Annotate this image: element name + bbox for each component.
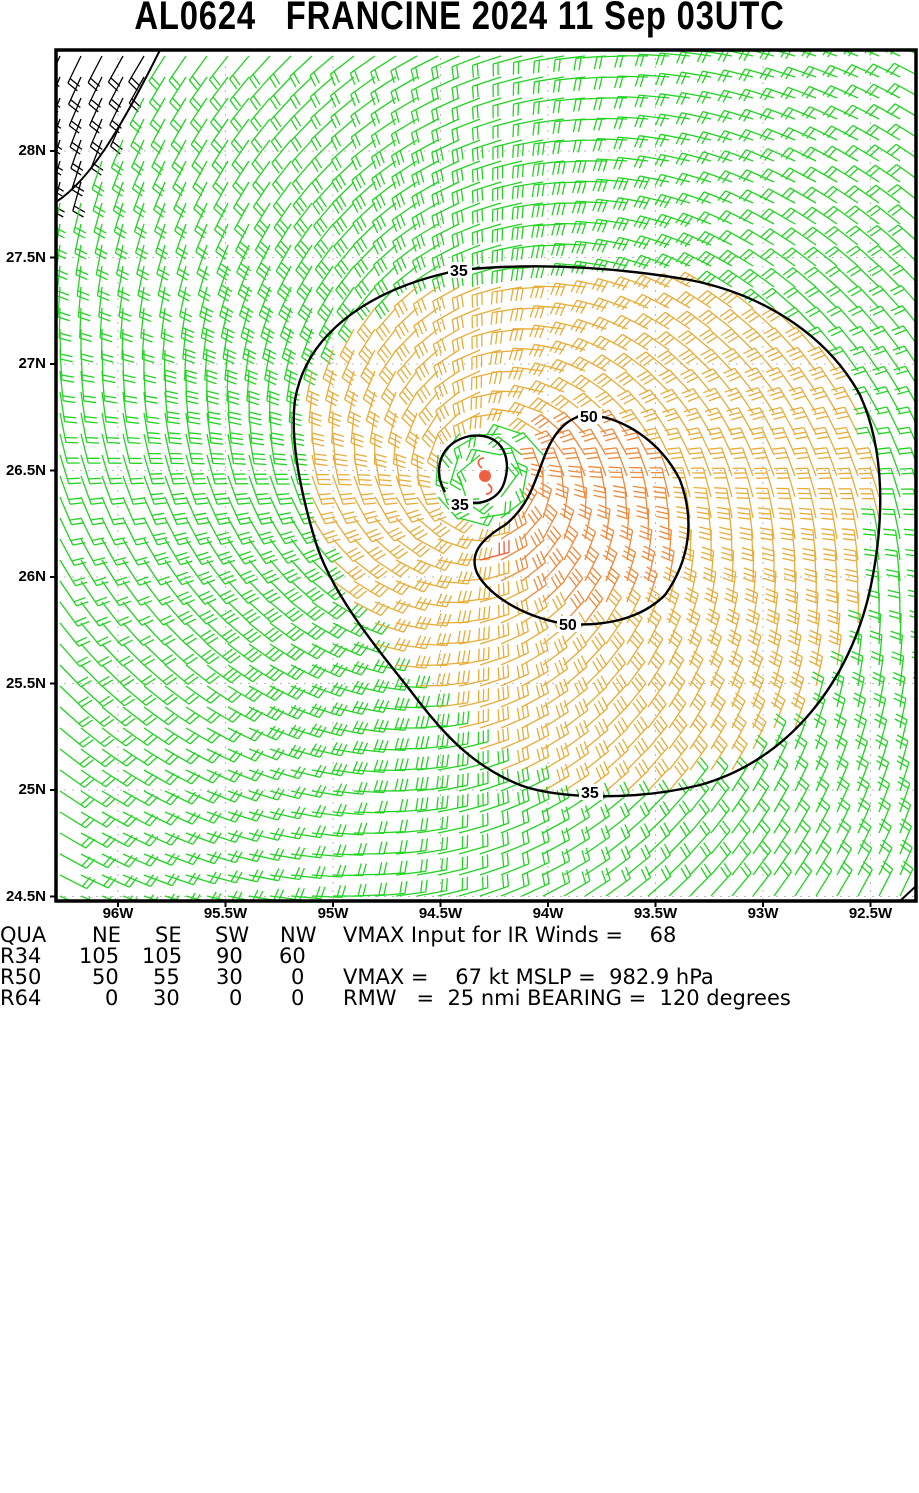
storm-center-symbol xyxy=(477,457,493,495)
row-label-r34: R34 xyxy=(0,944,42,968)
r34-ne: 105 xyxy=(79,944,120,968)
r34-nw: 60 xyxy=(279,944,306,968)
r64-se: 30 xyxy=(153,986,180,1010)
contour-35-inner xyxy=(437,434,509,504)
y-tick-label: 25N xyxy=(18,781,46,798)
y-tick-label: 28N xyxy=(18,142,46,159)
x-tick-label: 92.5W xyxy=(848,905,893,922)
x-tick-label: 96W xyxy=(102,905,134,922)
col-header-ne: NE xyxy=(92,923,121,947)
x-tick-label: 94.5W xyxy=(418,905,463,922)
x-tick-label: 93W xyxy=(747,905,779,922)
y-tick-label: 26N xyxy=(18,568,46,585)
vmax-ir-input: VMAX Input for IR Winds = 68 xyxy=(343,923,677,947)
x-tick-label: 93.5W xyxy=(633,905,678,922)
contour-label-35-top: 35 xyxy=(450,263,468,280)
r64-nw: 0 xyxy=(291,986,305,1010)
lat-lon-grid xyxy=(56,50,916,901)
wind-barbs xyxy=(56,50,916,901)
r50-ne: 50 xyxy=(92,965,119,989)
y-tick-label: 27N xyxy=(18,355,46,372)
contour-50 xyxy=(473,413,690,626)
y-tick-label: 26.5N xyxy=(5,461,46,479)
r50-sw: 30 xyxy=(216,965,243,989)
contour-label-50-bottom: 50 xyxy=(559,617,577,634)
contour-label-35-bottom: 35 xyxy=(581,785,599,802)
wind-barb-plot: 35 50 35 50 35 xyxy=(50,48,918,907)
col-header-nw: NW xyxy=(280,923,317,947)
vmax-mslp-line: VMAX = 67 kt MSLP = 982.9 hPa xyxy=(343,965,714,989)
x-tick-label: 95W xyxy=(317,905,349,922)
r50-se: 55 xyxy=(153,965,180,989)
y-tick-label: 27.5N xyxy=(5,248,46,266)
contour-label-50-top: 50 xyxy=(580,409,598,426)
axis-ticks xyxy=(50,150,872,907)
contour-label-35-inner: 35 xyxy=(451,497,469,514)
r34-se: 105 xyxy=(142,944,183,968)
x-tick-label: 94W xyxy=(532,905,564,922)
col-header-se: SE xyxy=(155,923,182,947)
row-label-r50: R50 xyxy=(0,965,42,989)
chart-title: AL0624 FRANCINE 2024 11 Sep 03UTC xyxy=(134,0,785,38)
y-tick-label: 25.5N xyxy=(5,674,46,692)
y-tick-label: 24.5N xyxy=(5,887,46,905)
plot-frame xyxy=(54,48,918,903)
r34-sw: 90 xyxy=(216,944,243,968)
row-label-r64: R64 xyxy=(0,986,42,1010)
rmw-bearing-line: RMW = 25 nmi BEARING = 120 degrees xyxy=(343,986,791,1010)
col-header-qua: QUA xyxy=(0,923,47,947)
wind-speed-contours xyxy=(292,265,882,798)
col-header-sw: SW xyxy=(215,923,250,947)
wind-radii-table: QUA NE SE SW NW VMAX Input for IR Winds … xyxy=(0,925,919,1014)
coastline xyxy=(56,50,916,901)
r50-nw: 0 xyxy=(291,965,305,989)
r64-ne: 0 xyxy=(105,986,119,1010)
x-tick-label: 95.5W xyxy=(203,905,248,922)
r64-sw: 0 xyxy=(229,986,243,1010)
contour-35-outer xyxy=(292,265,882,798)
